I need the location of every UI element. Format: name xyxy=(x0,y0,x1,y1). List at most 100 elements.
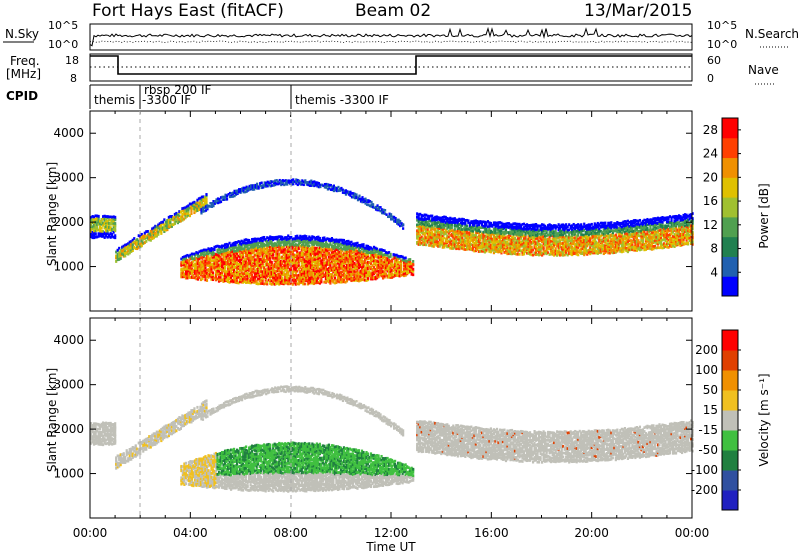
power-echo-cell xyxy=(267,269,270,273)
power-echo-cell xyxy=(350,249,353,253)
power-echo-cell xyxy=(213,202,217,205)
power-echo-cell xyxy=(229,268,233,272)
power-echo-cell xyxy=(324,267,327,271)
power-echo-cell xyxy=(301,181,304,184)
power-echo-cell xyxy=(238,268,242,272)
power-echo-cell xyxy=(347,244,350,248)
power-echo-cell xyxy=(139,242,142,246)
power-echo-cell xyxy=(232,241,236,245)
power-echo-cell xyxy=(205,272,209,275)
power-echo-cell xyxy=(127,252,130,256)
power-echo-cell xyxy=(199,256,203,260)
power-echo-cell xyxy=(187,212,190,215)
power-echo-cell xyxy=(375,263,379,267)
power-echo-cell xyxy=(306,254,309,258)
power-echo-cell xyxy=(297,243,300,247)
power-echo-cell xyxy=(326,250,329,254)
power-echo-cell xyxy=(278,269,281,273)
power-echo-cell xyxy=(213,200,217,203)
power-echo-cell xyxy=(406,267,409,271)
power-echo-cell xyxy=(226,251,230,255)
power-echo-cell xyxy=(151,227,154,231)
power-echo-cell xyxy=(338,277,341,281)
power-echo-cell xyxy=(294,266,297,269)
power-echo-cell xyxy=(127,242,130,246)
power-echo-cell xyxy=(194,202,198,206)
power-echo-cell xyxy=(308,276,311,280)
power-echo-cell xyxy=(401,258,404,262)
power-echo-cell xyxy=(216,248,219,252)
power-echo-cell xyxy=(204,261,207,265)
power-echo-cell xyxy=(257,271,260,275)
power-echo-cell xyxy=(181,275,185,279)
power-echo-cell xyxy=(279,235,282,239)
power-echo-cell xyxy=(378,265,382,269)
power-echo-cell xyxy=(184,209,187,213)
power-echo-cell xyxy=(222,252,225,255)
power-echo-cell xyxy=(386,254,389,257)
power-echo-cell xyxy=(348,263,352,267)
power-echo-cell xyxy=(303,252,306,256)
power-echo-cell xyxy=(321,248,324,252)
power-echo-cell xyxy=(386,257,389,260)
power-echo-cell xyxy=(420,228,423,232)
power-echo-cell xyxy=(261,241,264,245)
power-echo-cell xyxy=(395,269,398,273)
power-echo-cell xyxy=(276,237,279,241)
power-echo-cell xyxy=(222,280,225,283)
power-echo-cell xyxy=(284,257,287,261)
power-echo-cell xyxy=(272,180,275,183)
power-echo-cell xyxy=(292,178,295,181)
power-echo-cell xyxy=(205,248,209,252)
power-echo-cell xyxy=(279,281,282,285)
power-echo-cell xyxy=(297,236,300,240)
power-echo-cell xyxy=(109,215,112,219)
power-echo-cell xyxy=(91,233,94,237)
power-echo-cell xyxy=(223,243,227,247)
power-echo-cell xyxy=(362,252,365,256)
power-echo-cell xyxy=(305,263,308,267)
power-echo-cell xyxy=(105,231,108,235)
power-echo-cell xyxy=(216,197,220,200)
power-echo-cell xyxy=(202,263,206,267)
power-echo-cell xyxy=(350,274,353,277)
power-echo-cell xyxy=(265,185,268,188)
power-echo-cell xyxy=(204,278,207,282)
power-echo-cell xyxy=(246,263,249,267)
power-echo-cell xyxy=(213,266,216,269)
power-echo-cell xyxy=(284,281,287,285)
power-echo-cell xyxy=(242,255,245,258)
power-echo-cell xyxy=(199,205,202,209)
power-echo-cell xyxy=(94,224,97,227)
power-echo-cell xyxy=(350,195,354,199)
power-echo-cell xyxy=(351,269,355,273)
power-echo-cell xyxy=(353,275,356,279)
power-echo-cell xyxy=(294,243,297,246)
power-echo-cell xyxy=(263,246,266,250)
power-echo-cell xyxy=(330,279,333,283)
power-echo-cell xyxy=(297,251,300,255)
power-echo-cell xyxy=(251,278,254,281)
power-echo-cell xyxy=(252,251,255,255)
power-echo-cell xyxy=(326,184,329,188)
power-echo-cell xyxy=(293,261,296,265)
power-echo-cell xyxy=(275,182,278,185)
power-echo-cell xyxy=(189,276,192,280)
power-echo-cell xyxy=(155,232,158,236)
power-echo-cell xyxy=(202,253,206,257)
power-echo-cell xyxy=(331,185,334,188)
power-echo-cell xyxy=(417,232,420,236)
power-echo-cell xyxy=(335,188,339,192)
power-echo-cell xyxy=(341,249,344,253)
power-echo-cell xyxy=(341,188,345,192)
power-echo-cell xyxy=(328,187,331,190)
power-echo-cell xyxy=(332,267,335,271)
power-echo-cell xyxy=(181,267,185,271)
power-echo-cell xyxy=(210,278,213,281)
power-echo-cell xyxy=(234,251,237,255)
power-echo-cell xyxy=(350,270,353,274)
power-echo-cell xyxy=(207,269,210,273)
power-echo-cell xyxy=(288,269,291,273)
power-echo-cell xyxy=(366,253,370,256)
power-echo-cell xyxy=(397,269,400,272)
